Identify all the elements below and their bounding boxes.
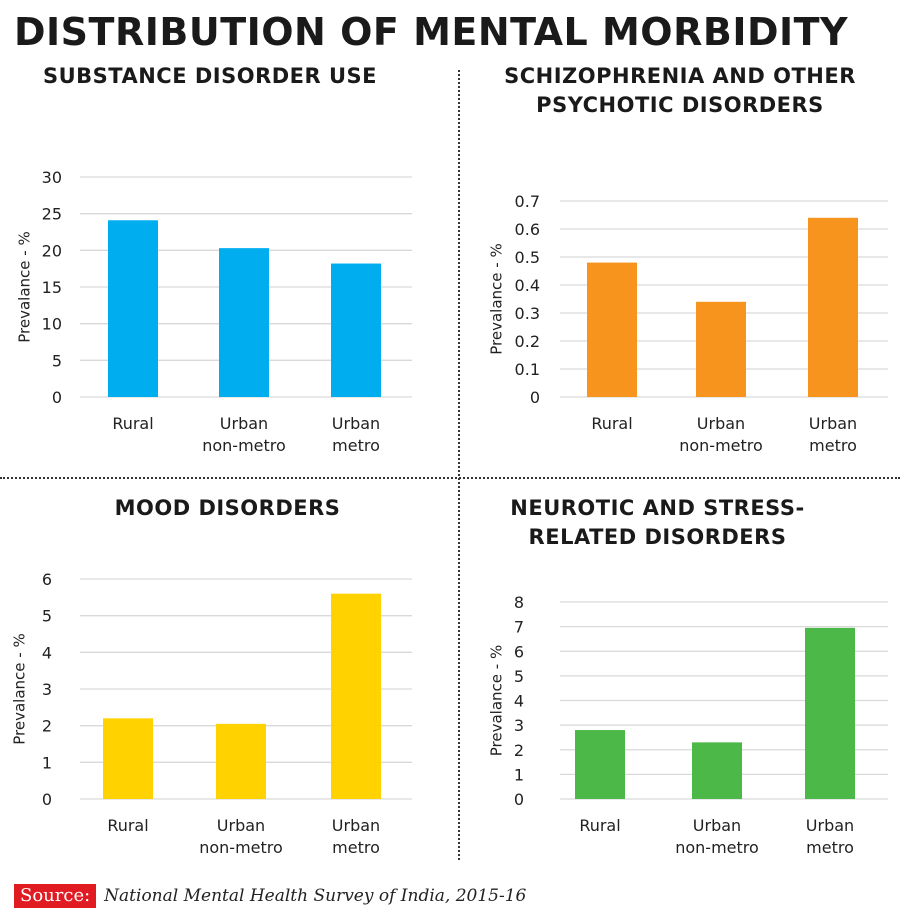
source-text: National Mental Health Survey of India, … [104, 886, 527, 906]
source-label: Source: [14, 884, 97, 908]
x-tick-label: Rural [579, 816, 620, 835]
vertical-divider [458, 70, 460, 860]
y-tick-label: 0.5 [515, 248, 540, 267]
x-tick-label: metro [332, 436, 380, 455]
y-tick-label: 2 [514, 741, 524, 760]
y-tick-label: 20 [42, 241, 62, 260]
panel-title-line: RELATED DISORDERS [528, 525, 787, 549]
y-tick-label: 0.2 [515, 332, 540, 351]
bar-urban-metro [805, 627, 855, 799]
y-tick-label: 2 [42, 717, 52, 736]
y-tick-label: 0.7 [515, 192, 540, 211]
panel-title-line: SCHIZOPHRENIA AND OTHER [504, 64, 856, 88]
y-tick-label: 5 [514, 667, 524, 686]
y-tick-label: 7 [514, 618, 524, 637]
bar-rural [587, 262, 637, 397]
y-tick-label: 3 [514, 716, 524, 735]
main-title: DISTRIBUTION OF MENTAL MORBIDITY [14, 10, 849, 54]
panel-title-line: SUBSTANCE DISORDER USE [42, 64, 378, 88]
x-tick-label: metro [332, 838, 380, 857]
y-tick-label: 25 [42, 205, 62, 224]
horizontal-divider [0, 477, 900, 479]
bar-urban-non-metro [692, 742, 742, 799]
panel-title-line: MOOD DISORDERS [114, 496, 341, 520]
y-tick-label: 15 [42, 278, 62, 297]
y-tick-label: 0 [52, 388, 62, 407]
source-line: Source: National Mental Health Survey of… [14, 884, 526, 908]
x-tick-label: non-metro [679, 436, 763, 455]
y-tick-label: 6 [42, 570, 52, 589]
bar-urban-non-metro [219, 248, 269, 397]
bar-rural [575, 730, 625, 799]
y-tick-label: 0.6 [515, 220, 540, 239]
y-tick-label: 1 [42, 753, 52, 772]
y-tick-label: 1 [514, 765, 524, 784]
y-axis-label: Prevalance - % [488, 645, 506, 756]
bar-urban-metro [331, 263, 381, 397]
x-tick-label: Rural [591, 414, 632, 433]
y-tick-label: 6 [514, 642, 524, 661]
x-tick-label: non-metro [675, 838, 759, 857]
panel-title-line: NEUROTIC AND STRESS- [510, 496, 805, 520]
bar-urban-non-metro [696, 301, 746, 397]
x-tick-label: Rural [107, 816, 148, 835]
x-tick-label: non-metro [199, 838, 283, 857]
bar-urban-non-metro [216, 723, 266, 799]
bar-rural [103, 718, 153, 799]
x-tick-label: Urban [693, 816, 741, 835]
y-tick-label: 10 [42, 315, 62, 334]
y-tick-label: 4 [514, 692, 524, 711]
y-tick-label: 0 [42, 790, 52, 809]
y-tick-label: 0.4 [515, 276, 540, 295]
x-tick-label: Rural [112, 414, 153, 433]
x-tick-label: Urban [217, 816, 265, 835]
y-tick-label: 8 [514, 593, 524, 612]
bar-urban-metro [331, 593, 381, 799]
panel-title-line: PSYCHOTIC DISORDERS [536, 93, 824, 117]
panel-title-substance: SUBSTANCE DISORDER USE [0, 62, 420, 91]
x-tick-label: metro [809, 436, 857, 455]
x-tick-label: Urban [809, 414, 857, 433]
y-axis-label: Prevalance - % [11, 633, 29, 744]
y-tick-label: 4 [42, 643, 52, 662]
y-tick-label: 0 [530, 388, 540, 407]
x-tick-label: Urban [806, 816, 854, 835]
x-tick-label: Urban [332, 816, 380, 835]
panel-title-mood: MOOD DISORDERS [0, 494, 455, 523]
y-tick-label: 0 [514, 790, 524, 809]
y-axis-label: Prevalance - % [488, 243, 506, 354]
panel-title-schizophrenia: SCHIZOPHRENIA AND OTHER PSYCHOTIC DISORD… [460, 62, 900, 120]
bar-urban-metro [808, 217, 858, 397]
panel-title-neurotic: NEUROTIC AND STRESS- RELATED DISORDERS [460, 494, 855, 552]
x-tick-label: Urban [697, 414, 745, 433]
y-tick-label: 5 [42, 607, 52, 626]
x-tick-label: Urban [332, 414, 380, 433]
y-tick-label: 3 [42, 680, 52, 699]
x-tick-label: Urban [220, 414, 268, 433]
y-tick-label: 0.1 [515, 360, 540, 379]
x-tick-label: non-metro [202, 436, 286, 455]
y-tick-label: 0.3 [515, 304, 540, 323]
bar-rural [108, 220, 158, 397]
y-tick-label: 30 [42, 168, 62, 187]
y-tick-label: 5 [52, 351, 62, 370]
x-tick-label: metro [806, 838, 854, 857]
y-axis-label: Prevalance - % [16, 231, 34, 342]
